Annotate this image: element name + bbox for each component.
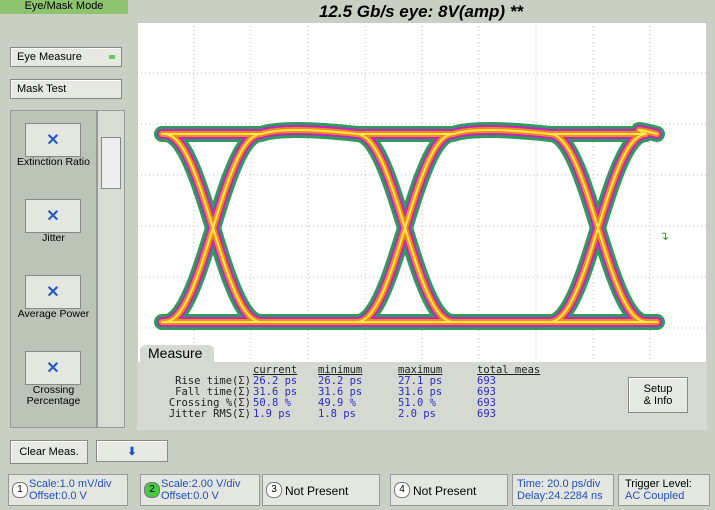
column-header: minimum: [318, 364, 363, 376]
scrollbar[interactable]: [97, 110, 125, 428]
column-header: maximum: [398, 364, 443, 376]
tool-list: ✕ Extinction Ratio ✕ Jitter ✕ Average Power ✕ C…: [10, 110, 97, 428]
indicator: [109, 55, 115, 59]
tool-label: Average Power: [17, 308, 90, 320]
cell: 27.1 ps: [398, 375, 443, 387]
text: Not Present: [413, 484, 477, 498]
cell: 50.8 %: [253, 397, 291, 409]
cell: 1.9 ps: [253, 408, 291, 420]
cell: 693: [477, 386, 496, 398]
label: Eye Measure: [17, 51, 82, 63]
cell: 693: [477, 397, 496, 409]
ch2-status[interactable]: 2 Scale:2.00 V/div Offset:0.0 V: [140, 474, 260, 506]
trigger: Trigger Level:: [625, 478, 692, 490]
tool-label: Extinction Ratio: [17, 156, 90, 168]
arrow-button[interactable]: ⬇: [96, 440, 168, 462]
column-header: total meas: [477, 364, 541, 376]
text: Not Present: [285, 484, 349, 498]
scale: Scale:1.0 mV/div: [29, 478, 112, 490]
cell: 49.9 %: [318, 397, 356, 409]
cell: 693: [477, 375, 496, 387]
coupling: AC Coupled: [625, 490, 685, 502]
cell: 26.2 ps: [253, 375, 298, 387]
time: Time: 20.0 ps/div: [517, 478, 601, 490]
ch-number: 4: [394, 482, 410, 498]
ch-number: 1: [12, 482, 28, 498]
tool-button[interactable]: ✕: [25, 199, 81, 233]
row-label: Crossing %(Σ): [168, 397, 251, 409]
delay: Delay:24.2284 ns: [517, 490, 603, 502]
mode-header: Eye/Mask Mode: [0, 0, 128, 14]
row-label: Jitter RMS(Σ): [168, 408, 251, 420]
ch3-status[interactable]: 3 Not Present: [262, 474, 380, 506]
title: 12.5 Gb/s eye: 8V(amp) **: [318, 2, 524, 21]
timebase-status[interactable]: Time: 20.0 ps/div Delay:24.2284 ns: [512, 474, 614, 506]
offset: Offset:0.0 V: [29, 490, 87, 502]
ch1-status[interactable]: 1 Scale:1.0 mV/div Offset:0.0 V: [8, 474, 128, 506]
column-header: current: [253, 364, 298, 376]
eye-measure-button[interactable]: Eye Measure: [10, 47, 122, 67]
tool-label: Jitter: [42, 232, 65, 244]
label: Mask Test: [17, 83, 67, 95]
cell: 31.6 ps: [318, 386, 363, 398]
cell: 51.0 %: [398, 397, 436, 409]
trigger-status[interactable]: Trigger Level: AC Coupled: [618, 474, 710, 506]
mask-test-button[interactable]: Mask Test: [10, 79, 122, 99]
cell: 31.6 ps: [398, 386, 443, 398]
cell: 31.6 ps: [253, 386, 298, 398]
label: & Info: [643, 395, 673, 407]
setup-info-button[interactable]: Setup & Info: [628, 377, 688, 413]
offset: Offset:0.0 V: [161, 490, 219, 502]
ch4-status[interactable]: 4 Not Present: [390, 474, 508, 506]
cell: 693: [477, 408, 496, 420]
ch-number: 2: [144, 482, 160, 498]
tool-button[interactable]: ✕: [25, 275, 81, 309]
cell: 26.2 ps: [318, 375, 363, 387]
ch-number: 3: [266, 482, 282, 498]
scroll-thumb[interactable]: [101, 137, 121, 189]
clear-meas-button[interactable]: Clear Meas.: [10, 440, 88, 464]
eye-trace: [161, 129, 658, 323]
tool-button[interactable]: ✕: [25, 123, 81, 157]
cell: 1.8 ps: [318, 408, 356, 420]
label: Setup: [643, 383, 673, 395]
trigger-marker: ↴: [659, 229, 669, 243]
tool-label: Crossing Percentage: [26, 384, 81, 407]
measure-tab[interactable]: Measure: [140, 345, 214, 363]
scale: Scale:2.00 V/div: [161, 478, 241, 490]
cell: 2.0 ps: [398, 408, 436, 420]
tool-button[interactable]: ✕: [25, 351, 81, 385]
measure-panel: [137, 362, 707, 430]
row-label: Rise time(Σ): [175, 375, 251, 387]
row-label: Fall time(Σ): [175, 386, 251, 398]
